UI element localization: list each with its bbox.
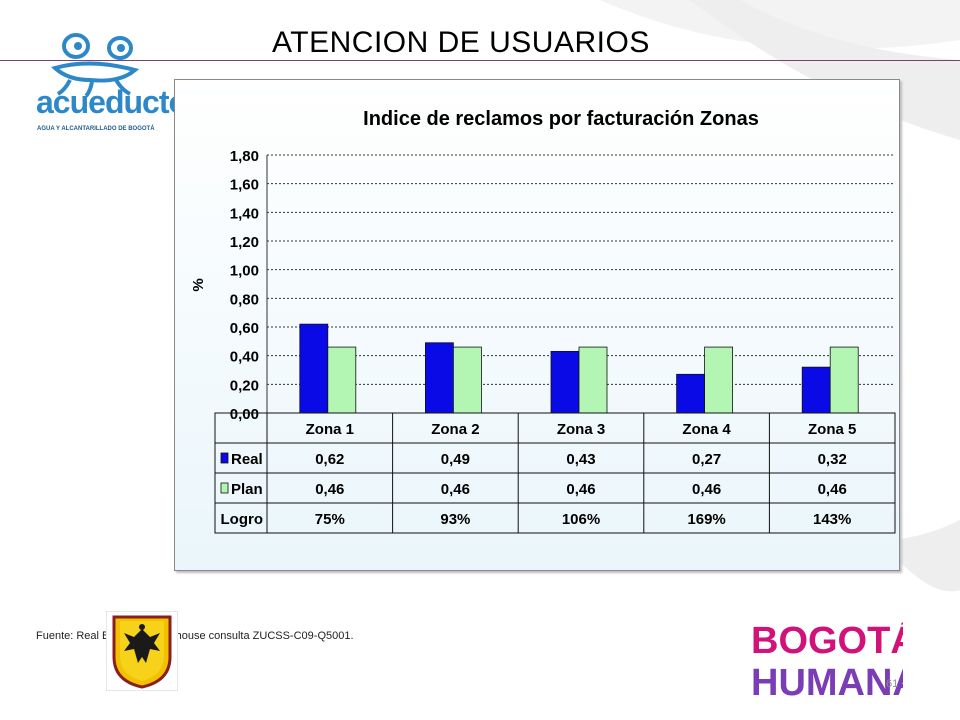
logro-label: 169% — [687, 511, 725, 528]
y-tick-label: 0,20 — [230, 377, 259, 394]
category-label: Zona 1 — [306, 421, 354, 438]
acueducto-subtitle: AGUA Y ALCANTARILLADO DE BOGOTÁ — [37, 126, 155, 132]
bar-plan — [704, 346, 733, 414]
bogota-humana-logo: BOGOTÁ HUMANA — [745, 611, 903, 703]
slide-title: ATENCION DE USUARIOS — [272, 26, 650, 59]
bar-real — [676, 373, 706, 414]
category-label: Zona 3 — [557, 421, 605, 438]
bar-plan — [327, 346, 357, 414]
y-tick-label: 0,40 — [230, 349, 259, 366]
y-tick-label: 1,20 — [230, 234, 259, 251]
bar-plan — [829, 346, 859, 414]
acueducto-frog-logo — [51, 33, 140, 98]
bar-real — [550, 350, 580, 414]
y-tick-label: 1,80 — [230, 148, 259, 165]
data-label: 0,46 — [315, 481, 344, 498]
humana-word: HUMANA — [751, 662, 903, 703]
bar-real — [299, 323, 329, 414]
category-label: Zona 5 — [808, 421, 856, 438]
legend-swatch-plan — [220, 482, 229, 494]
y-tick-label: 0,00 — [230, 406, 259, 423]
bar-plan — [452, 346, 482, 414]
category-label: Zona 4 — [682, 421, 731, 438]
y-tick-label: 1,00 — [230, 263, 259, 280]
category-label: Zona 2 — [431, 421, 479, 438]
data-label: 0,46 — [441, 481, 470, 498]
data-label: 0,46 — [818, 481, 847, 498]
bogota-coat-of-arms-icon — [106, 611, 178, 691]
data-label: 0,27 — [692, 451, 721, 468]
y-axis-label: % — [190, 278, 207, 291]
y-tick-label: 1,60 — [230, 177, 259, 194]
bar-real — [424, 342, 454, 414]
legend-label-plan: Plan — [231, 481, 263, 498]
data-label: 0,46 — [566, 481, 595, 498]
legend-label-real: Real — [231, 451, 263, 468]
acueducto-wordmark: acueducto — [36, 84, 188, 120]
data-label: 0,46 — [692, 481, 721, 498]
row-label-logro: Logro — [221, 511, 264, 528]
logro-label: 75% — [315, 511, 345, 528]
chart-title: Indice de reclamos por facturación Zonas — [363, 108, 759, 130]
chart-frame: Indice de reclamos por facturación Zonas… — [174, 79, 900, 571]
data-label: 0,32 — [818, 451, 847, 468]
y-tick-label: 0,60 — [230, 320, 259, 337]
legend-swatch-real — [220, 452, 229, 464]
logro-label: 143% — [813, 511, 851, 528]
data-label: 0,43 — [566, 451, 595, 468]
source-note: Fuente: Real Business Warehouse consulta… — [36, 630, 354, 642]
y-tick-label: 0,80 — [230, 291, 259, 308]
logro-label: 93% — [440, 511, 470, 528]
bar-plan — [578, 346, 608, 414]
data-label: 0,62 — [315, 451, 344, 468]
bar-chart: Indice de reclamos por facturación Zonas… — [190, 108, 896, 534]
bar-real — [801, 366, 831, 414]
logro-label: 106% — [562, 511, 600, 528]
bogota-word: BOGOTÁ — [751, 618, 903, 662]
title-divider — [0, 60, 960, 61]
page-number: 61 — [886, 678, 899, 690]
data-label: 0,49 — [441, 451, 470, 468]
y-tick-label: 1,40 — [230, 205, 259, 222]
